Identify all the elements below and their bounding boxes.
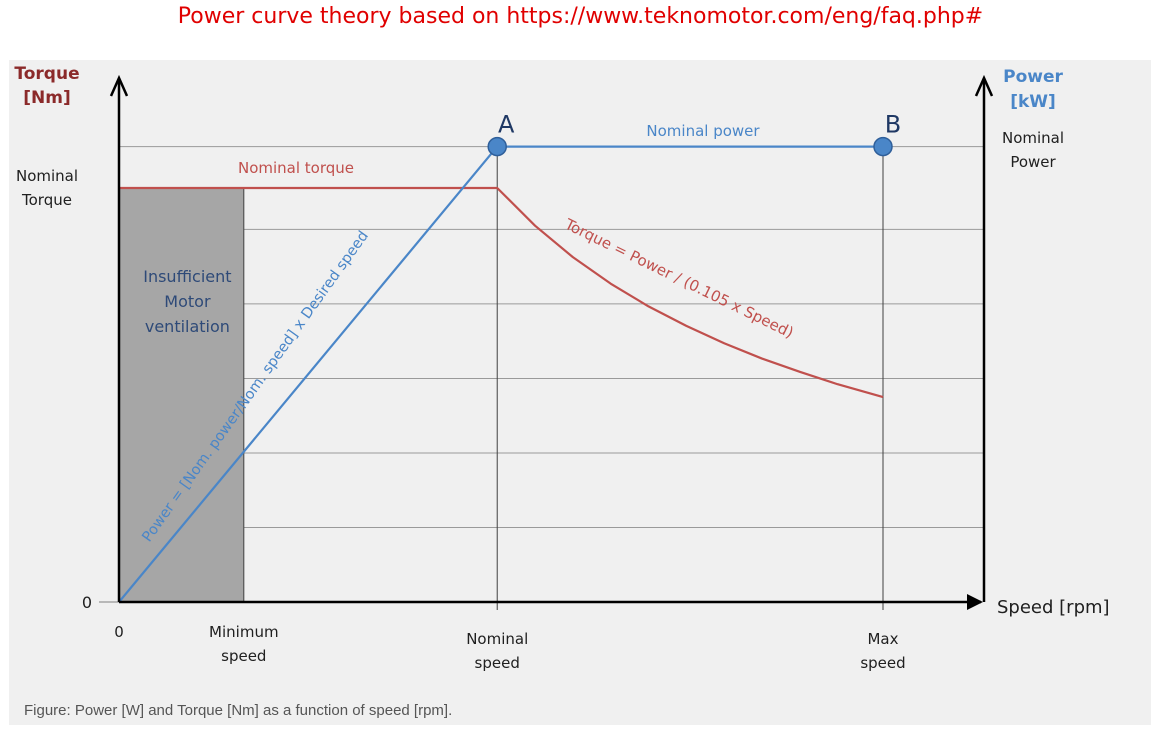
x-axis-title: Speed [rpm] bbox=[997, 597, 1110, 618]
point-a bbox=[487, 136, 507, 157]
vertical-reference-lines bbox=[496, 146, 884, 610]
figure-caption: Figure: Power [W] and Torque [Nm] as a f… bbox=[24, 702, 453, 719]
y-right-tick-nominal-power: Nominal Power bbox=[1002, 129, 1064, 171]
nominal-torque-label: Nominal torque bbox=[238, 159, 354, 177]
power-torque-chart: Insufficient Motor ventilation A B Torque [Nm]… bbox=[14, 64, 1110, 672]
shaded-region bbox=[118, 187, 245, 603]
torque-curve bbox=[119, 186, 884, 399]
x-axis-arrow bbox=[967, 594, 983, 610]
torque-axis-title: Torque [Nm] bbox=[14, 64, 79, 108]
axes bbox=[99, 74, 994, 610]
y-tick-zero: 0 bbox=[82, 593, 92, 612]
left-axis-arrow bbox=[109, 74, 129, 97]
figure-panel: Insufficient Motor ventilation A B Torque [Nm]… bbox=[9, 60, 1151, 725]
x-tick-minimum: Minimum speed bbox=[209, 623, 279, 665]
nominal-power-label: Nominal power bbox=[646, 122, 760, 140]
x-tick-zero: 0 bbox=[114, 623, 124, 641]
x-tick-max: Max speed bbox=[860, 630, 905, 672]
marked-points bbox=[487, 136, 893, 157]
right-axis-arrow bbox=[974, 74, 994, 97]
grid-lines bbox=[119, 146, 984, 528]
point-b bbox=[873, 136, 893, 157]
power-axis-title: Power [kW] bbox=[1003, 67, 1063, 112]
x-tick-nominal: Nominal speed bbox=[466, 630, 528, 672]
insufficient-ventilation-label: Insufficient Motor ventilation bbox=[143, 267, 231, 336]
insufficient-ventilation-region bbox=[118, 187, 245, 603]
page-title: Power curve theory based on https://www.… bbox=[177, 4, 984, 29]
point-a-label: A bbox=[498, 111, 515, 139]
point-b-label: B bbox=[885, 111, 901, 139]
y-tick-nominal-torque: Nominal Torque bbox=[16, 167, 78, 209]
